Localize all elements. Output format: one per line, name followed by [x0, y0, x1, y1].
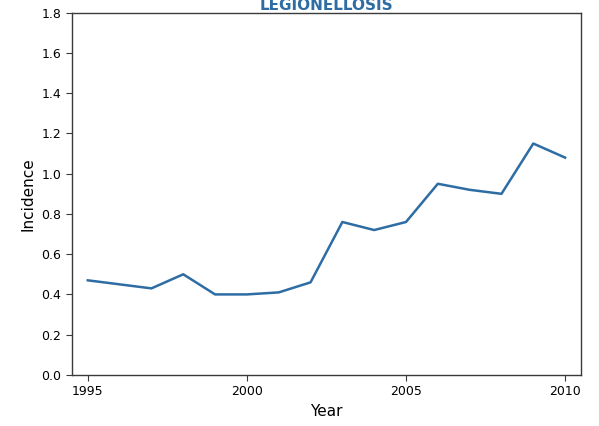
Y-axis label: Incidence: Incidence [21, 157, 36, 231]
X-axis label: Year: Year [310, 404, 343, 419]
Title: LEGIONELLOSIS: LEGIONELLOSIS [259, 0, 394, 13]
